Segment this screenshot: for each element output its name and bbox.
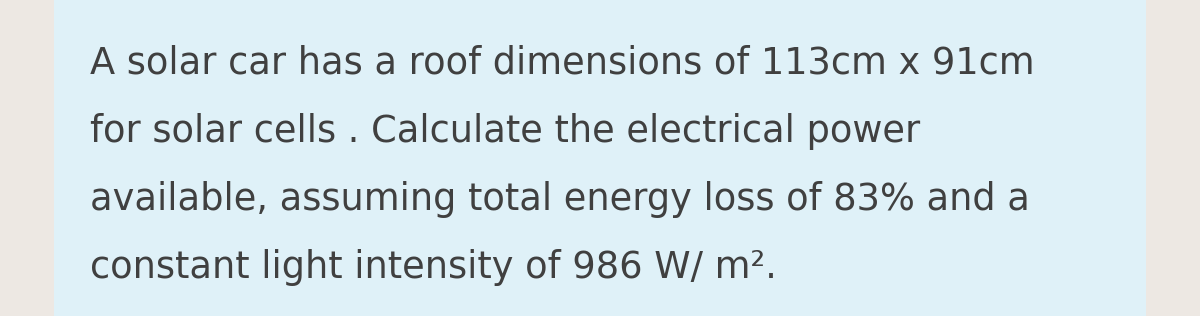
Text: A solar car has a roof dimensions of 113cm x 91cm: A solar car has a roof dimensions of 113… [90,45,1034,82]
Text: for solar cells . Calculate the electrical power: for solar cells . Calculate the electric… [90,112,920,150]
FancyBboxPatch shape [54,0,1146,316]
Text: available, assuming total energy loss of 83% and a: available, assuming total energy loss of… [90,180,1030,218]
Text: constant light intensity of 986 W/ m².: constant light intensity of 986 W/ m². [90,248,776,286]
